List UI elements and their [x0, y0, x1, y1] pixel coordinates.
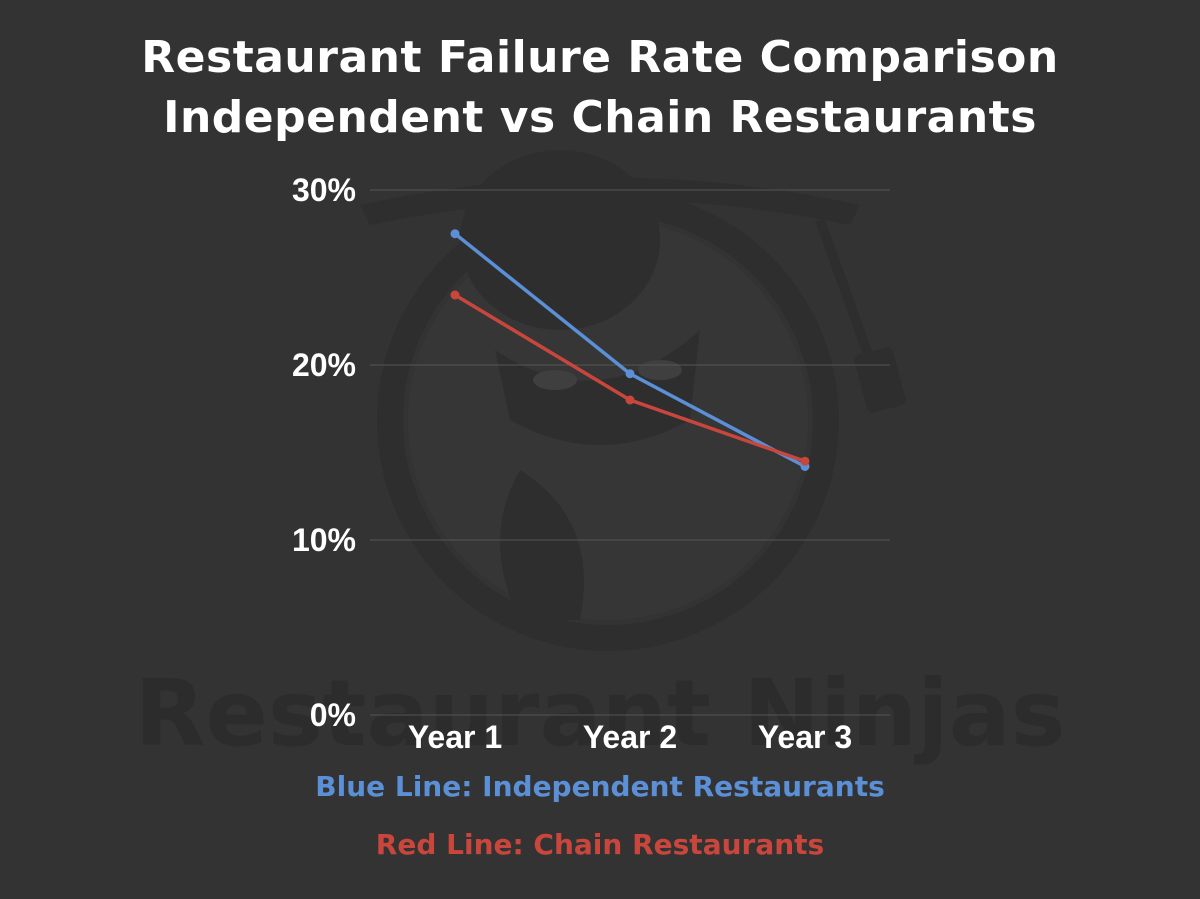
y-axis-ticks: 0% 10% 20% 30% — [292, 172, 356, 733]
series-lines — [450, 229, 810, 471]
data-point — [450, 229, 460, 239]
watermark-text: Restaurant Ninjas — [135, 660, 1066, 767]
chart-title-line-1: Restaurant Failure Rate Comparison — [141, 32, 1059, 83]
y-tick-label: 10% — [292, 522, 356, 558]
legend-blue-line: Blue Line: Independent Restaurants — [315, 770, 885, 803]
x-tick-label: Year 2 — [583, 719, 677, 755]
y-tick-label: 0% — [310, 697, 356, 733]
chart-title: Restaurant Failure Rate Comparison Indep… — [0, 28, 1200, 148]
grid-lines — [370, 189, 890, 716]
x-axis-ticks: Year 1 Year 2 Year 3 — [408, 719, 852, 755]
data-point — [625, 369, 635, 379]
data-point — [800, 456, 810, 466]
data-point — [450, 290, 460, 300]
data-point — [625, 395, 635, 405]
x-tick-label: Year 1 — [408, 719, 502, 755]
series-line-independent — [453, 232, 807, 469]
chart-title-line-2: Independent vs Chain Restaurants — [163, 92, 1037, 143]
x-tick-label: Year 3 — [758, 719, 852, 755]
legend-red-line: Red Line: Chain Restaurants — [375, 828, 825, 861]
y-tick-label: 20% — [292, 347, 356, 383]
y-tick-label: 30% — [292, 172, 356, 208]
